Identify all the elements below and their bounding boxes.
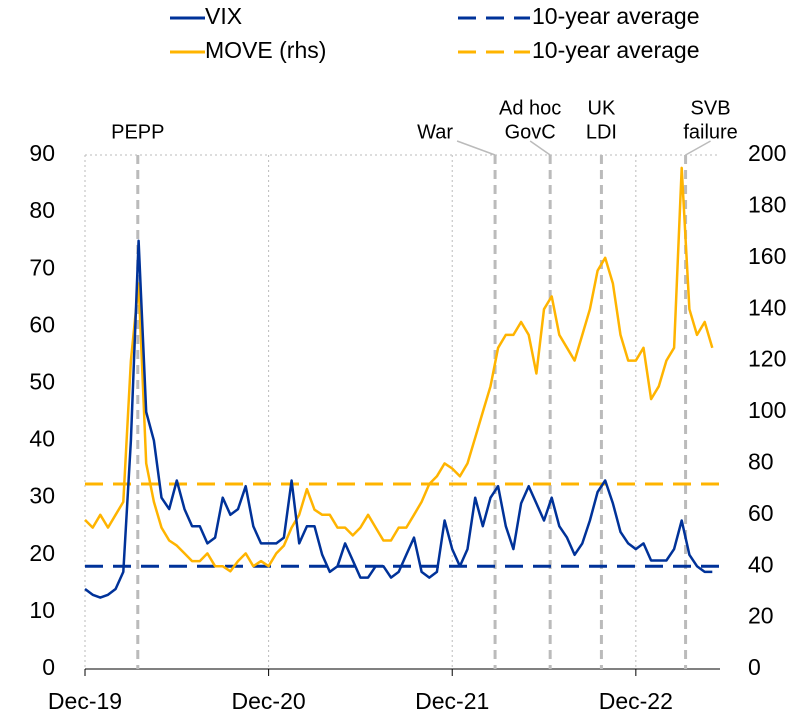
x-tick-label: Dec-22 [599, 688, 673, 714]
x-tick-label: Dec-20 [232, 688, 306, 714]
event-label: Ad hoc [499, 97, 561, 119]
y-tick-label: 50 [29, 369, 55, 395]
y2-tick-label: 80 [748, 448, 774, 474]
event-leader [529, 140, 551, 156]
legend-label: 10-year average [532, 37, 700, 63]
y2-tick-label: 40 [748, 551, 774, 577]
event-label: failure [683, 121, 737, 143]
y2-tick-label: 100 [748, 397, 786, 423]
y-tick-label: 90 [29, 140, 55, 166]
y-tick-label: 30 [29, 483, 55, 509]
x-tick-label: Dec-19 [48, 688, 122, 714]
event-label: War [417, 121, 453, 143]
event-label: PEPP [111, 121, 164, 143]
y-tick-label: 60 [29, 311, 55, 337]
event-label: GovC [505, 121, 556, 143]
y-tick-label: 40 [29, 426, 55, 452]
series-line [84, 239, 713, 599]
y-tick-label: 20 [29, 540, 55, 566]
y2-tick-label: 20 [748, 603, 774, 629]
event-label: UK [588, 97, 616, 119]
y-tick-label: 10 [29, 597, 55, 623]
legend-label: MOVE (rhs) [205, 37, 326, 63]
y-tick-label: 0 [42, 654, 55, 680]
y2-tick-label: 160 [748, 243, 786, 269]
legend-label: VIX [205, 3, 242, 29]
event-leader [685, 140, 711, 156]
x-tick-label: Dec-21 [415, 688, 489, 714]
y2-tick-label: 60 [748, 500, 774, 526]
y-tick-label: 80 [29, 197, 55, 223]
event-label: LDI [586, 121, 617, 143]
y2-tick-label: 180 [748, 191, 786, 217]
y2-tick-label: 0 [748, 654, 761, 680]
y-tick-label: 70 [29, 254, 55, 280]
y2-tick-label: 200 [748, 140, 786, 166]
legend-label: 10-year average [532, 3, 700, 29]
y2-tick-label: 140 [748, 294, 786, 320]
series-line [84, 166, 714, 573]
event-label: SVB [691, 97, 731, 119]
y2-tick-label: 120 [748, 346, 786, 372]
event-leader [456, 140, 496, 156]
